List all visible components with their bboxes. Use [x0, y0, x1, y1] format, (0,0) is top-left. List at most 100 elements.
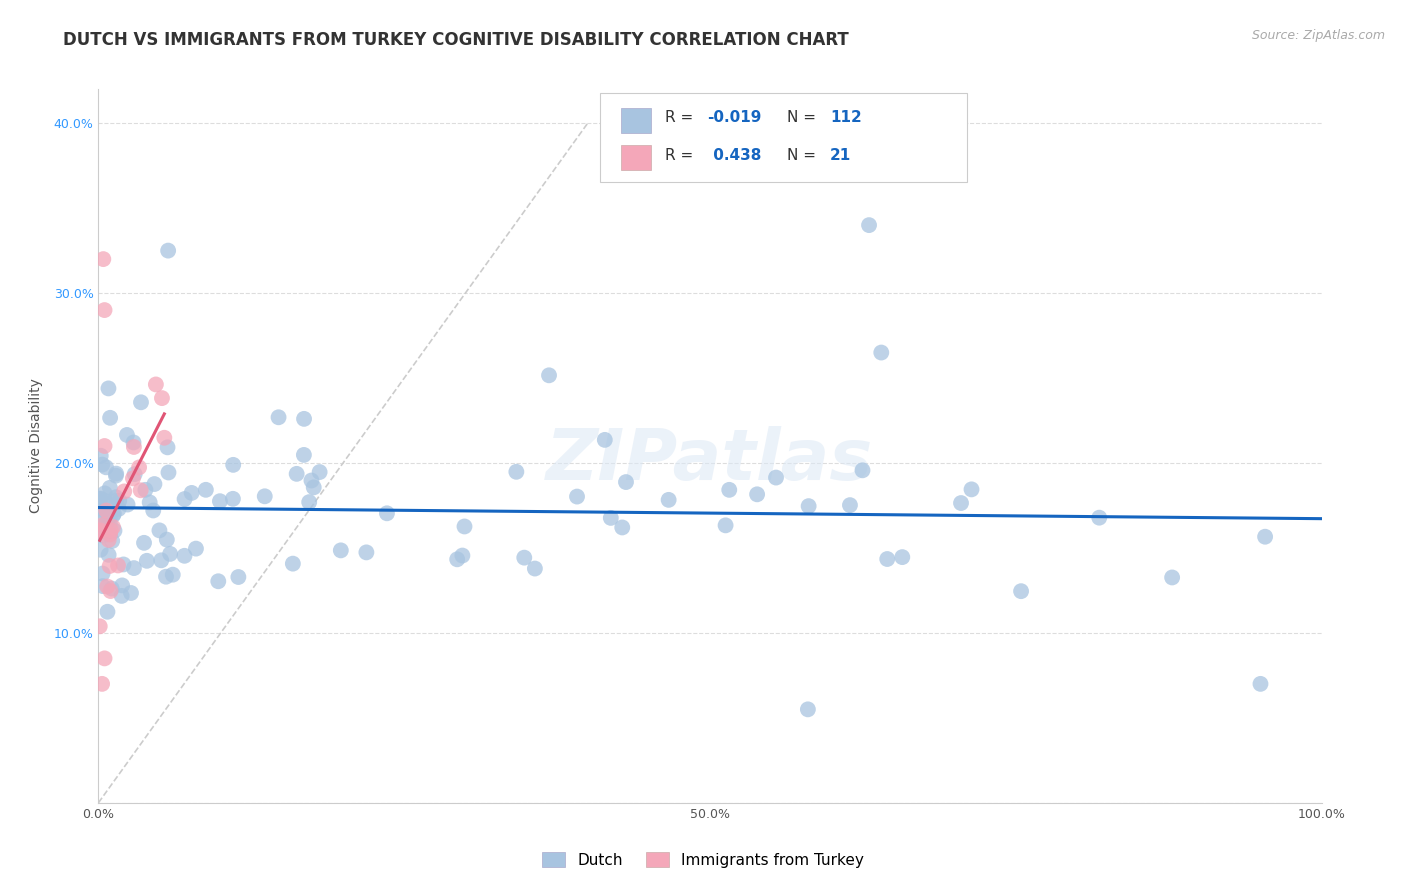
- Point: [156, 533, 179, 547]
- Point: [222, 458, 245, 472]
- Point: [839, 498, 862, 512]
- Point: [101, 533, 124, 548]
- Point: [157, 466, 180, 480]
- Point: [107, 501, 129, 516]
- Point: [98, 527, 121, 541]
- Point: [1010, 584, 1032, 599]
- Point: [876, 552, 898, 566]
- Point: [91, 579, 114, 593]
- Point: [98, 559, 121, 574]
- Point: [93, 486, 115, 500]
- Point: [98, 481, 121, 495]
- Point: [135, 554, 157, 568]
- Point: [162, 567, 184, 582]
- Point: [103, 524, 125, 538]
- Point: [94, 510, 117, 524]
- Point: [329, 543, 352, 558]
- Text: 0.438: 0.438: [707, 148, 761, 163]
- Point: [93, 651, 115, 665]
- Point: [138, 495, 160, 509]
- Point: [97, 548, 120, 562]
- Point: [93, 439, 115, 453]
- FancyBboxPatch shape: [620, 145, 651, 169]
- Point: [1254, 530, 1277, 544]
- Point: [97, 533, 120, 547]
- Point: [117, 498, 139, 512]
- Point: [112, 558, 135, 572]
- Point: [91, 502, 114, 516]
- Point: [97, 381, 120, 395]
- Point: [797, 499, 820, 513]
- Point: [96, 515, 118, 529]
- Point: [89, 491, 111, 506]
- Point: [145, 377, 167, 392]
- Text: N =: N =: [787, 148, 821, 163]
- Text: -0.019: -0.019: [707, 111, 762, 125]
- Text: ZIPatlas: ZIPatlas: [547, 425, 873, 495]
- Point: [105, 493, 128, 508]
- Point: [614, 475, 637, 489]
- Point: [104, 468, 127, 483]
- Point: [111, 589, 134, 603]
- Point: [155, 570, 177, 584]
- Point: [111, 578, 134, 592]
- Point: [1249, 677, 1271, 691]
- Point: [90, 449, 112, 463]
- Point: [122, 440, 145, 454]
- Point: [98, 508, 121, 523]
- Point: [120, 586, 142, 600]
- Point: [91, 252, 114, 266]
- Point: [159, 547, 181, 561]
- Point: [96, 580, 118, 594]
- Point: [565, 490, 588, 504]
- Point: [101, 508, 124, 523]
- Point: [96, 503, 118, 517]
- Point: [91, 566, 114, 581]
- Text: 21: 21: [830, 148, 851, 163]
- Point: [89, 491, 111, 506]
- Point: [142, 503, 165, 517]
- Point: [851, 463, 873, 477]
- Text: R =: R =: [665, 148, 697, 163]
- Point: [194, 483, 217, 497]
- Point: [950, 496, 973, 510]
- Text: DUTCH VS IMMIGRANTS FROM TURKEY COGNITIVE DISABILITY CORRELATION CHART: DUTCH VS IMMIGRANTS FROM TURKEY COGNITIV…: [63, 31, 849, 49]
- Point: [537, 368, 560, 383]
- Point: [718, 483, 741, 497]
- Point: [253, 489, 276, 503]
- Point: [105, 467, 128, 481]
- Point: [308, 465, 330, 479]
- Point: [143, 477, 166, 491]
- Point: [891, 550, 914, 565]
- Point: [285, 467, 308, 481]
- Point: [453, 519, 475, 533]
- Point: [960, 483, 983, 497]
- Point: [870, 345, 893, 359]
- Point: [91, 458, 114, 472]
- Point: [612, 520, 634, 534]
- Point: [298, 495, 321, 509]
- Point: [94, 524, 117, 539]
- Point: [301, 474, 323, 488]
- Point: [150, 391, 173, 405]
- FancyBboxPatch shape: [600, 93, 967, 182]
- Point: [745, 487, 768, 501]
- Point: [122, 435, 145, 450]
- Point: [91, 519, 114, 533]
- Point: [100, 523, 122, 537]
- Point: [714, 518, 737, 533]
- Point: [593, 433, 616, 447]
- Point: [93, 303, 115, 318]
- Point: [107, 558, 129, 573]
- Point: [91, 498, 114, 512]
- Y-axis label: Cognitive Disability: Cognitive Disability: [28, 378, 42, 514]
- Point: [148, 524, 170, 538]
- Point: [103, 507, 125, 521]
- Point: [375, 506, 398, 520]
- Point: [180, 486, 202, 500]
- Point: [128, 460, 150, 475]
- Point: [122, 561, 145, 575]
- Point: [89, 523, 111, 537]
- Point: [446, 552, 468, 566]
- Point: [173, 491, 195, 506]
